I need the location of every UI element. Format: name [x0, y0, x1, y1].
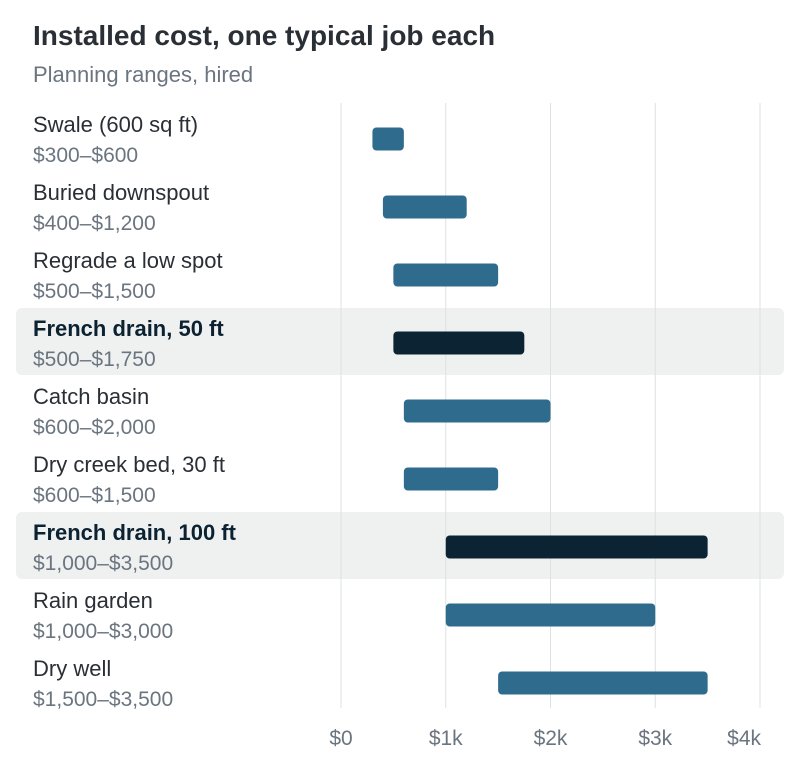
row-label: French drain, 100 ft — [33, 520, 237, 545]
x-tick-label: $0 — [329, 727, 352, 750]
x-tick-label: $2k — [534, 727, 568, 750]
range-bar — [393, 263, 499, 287]
highlight-band — [16, 512, 784, 579]
range-bar — [382, 195, 467, 219]
row-range-label: $600–$2,000 — [33, 416, 156, 439]
row-label: Dry creek bed, 30 ft — [33, 452, 225, 477]
row-range-label: $1,000–$3,500 — [33, 552, 173, 575]
range-bar — [393, 331, 525, 355]
row-range-label: $300–$600 — [33, 144, 138, 167]
row-range-label: $500–$1,750 — [33, 348, 156, 371]
row-label: Buried downspout — [33, 180, 209, 205]
row-label: Rain garden — [33, 588, 153, 613]
row-range-label: $400–$1,200 — [33, 212, 156, 235]
range-bar — [498, 671, 708, 695]
row-range-label: $600–$1,500 — [33, 484, 156, 507]
row-range-label: $500–$1,500 — [33, 280, 156, 303]
row-label: French drain, 50 ft — [33, 316, 224, 341]
row-label: Catch basin — [33, 384, 149, 409]
range-bar — [445, 603, 656, 627]
row-label: Regrade a low spot — [33, 248, 223, 273]
row-range-label: $1,500–$3,500 — [33, 688, 173, 711]
x-tick-label: $1k — [429, 727, 463, 750]
chart-subtitle: Planning ranges, hired — [33, 62, 254, 87]
row-label: Swale (600 sq ft) — [33, 112, 198, 137]
range-bar — [403, 467, 499, 491]
x-tick-label: $3k — [638, 727, 672, 750]
row-range-label: $1,000–$3,000 — [33, 620, 173, 643]
range-bar — [445, 535, 708, 559]
x-tick-label: $4k — [727, 727, 761, 750]
row-label: Dry well — [33, 656, 111, 681]
chart-title: Installed cost, one typical job each — [33, 20, 496, 51]
range-bar — [372, 127, 404, 151]
range-bar — [403, 399, 551, 423]
